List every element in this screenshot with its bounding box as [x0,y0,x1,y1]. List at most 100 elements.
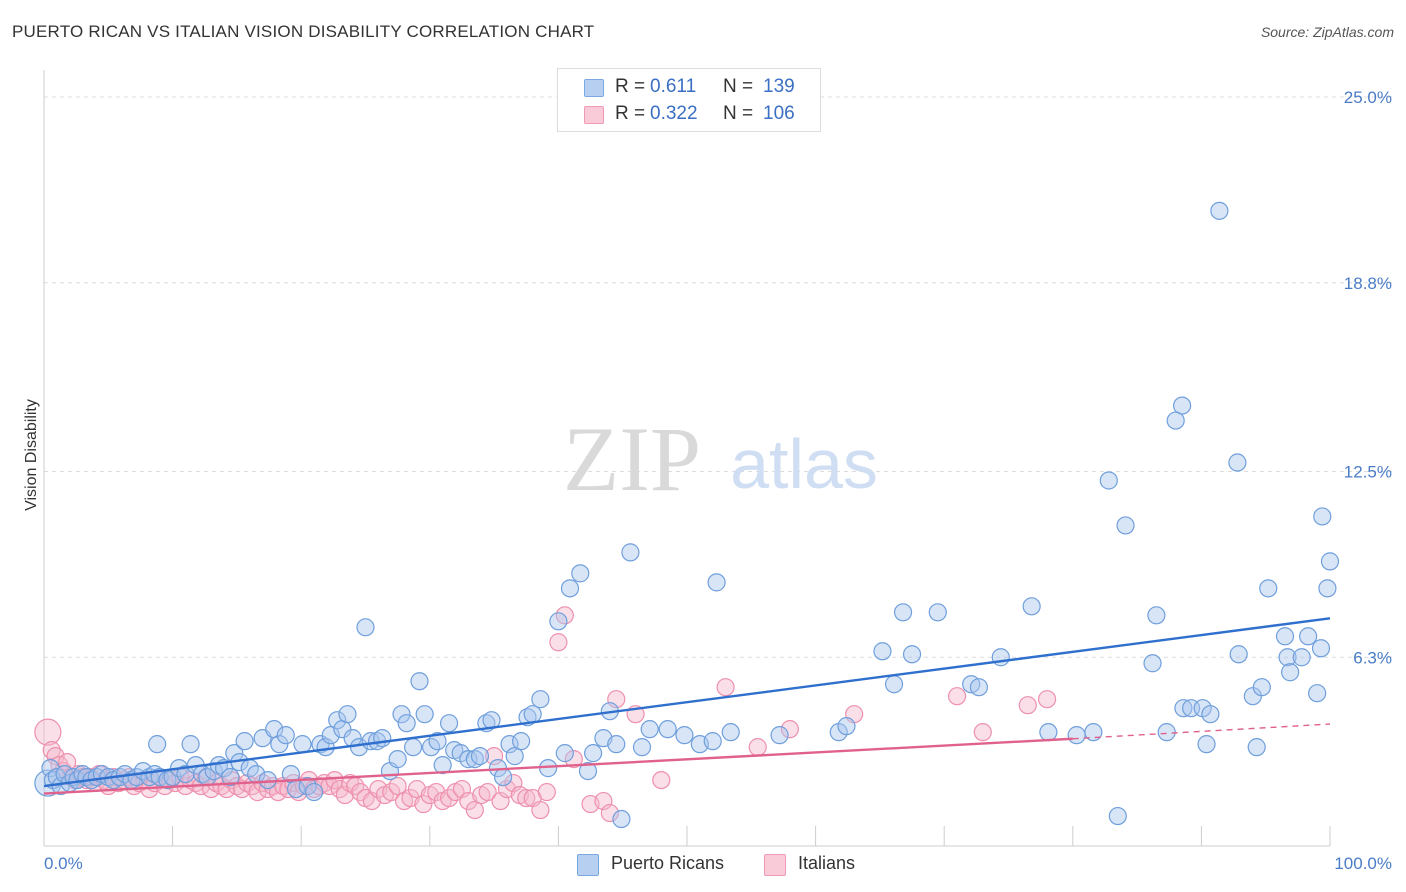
data-point [325,770,344,790]
data-point [1022,597,1041,616]
data-point [1228,453,1247,472]
data-point [1197,735,1216,754]
data-point [902,645,922,664]
data-point [235,732,254,751]
data-point [584,744,603,763]
data-point [555,744,574,763]
data-point [1259,579,1278,598]
data-point [1174,699,1193,718]
data-point [531,690,550,709]
data-point [652,770,671,790]
trend-line-italians [43,737,1073,795]
data-point [505,747,524,766]
data-point [1143,654,1162,673]
axes [43,70,1331,847]
legend-box: R = 0.611 N = 139 R = 0.322 N = 106 [557,68,821,132]
data-point [780,720,799,739]
data-point [276,726,295,745]
data-point [549,612,568,631]
data-point [531,800,550,820]
data-point [1173,396,1192,415]
data-point [403,738,423,757]
data-point [1278,648,1297,667]
y-tick-labels: 6.3% 12.5% 18.8% 25.0% [1344,88,1392,667]
puerto-ricans-points [34,201,1340,829]
bottom-legend-swatch-pink [764,854,786,876]
data-point [388,776,407,796]
data-point [335,785,355,805]
data-point [612,809,631,829]
data-point [340,773,360,793]
data-point [494,767,513,787]
data-point [204,761,223,781]
data-point [373,729,392,748]
legend-n-value-blue: 139 [763,76,795,97]
data-point [485,747,504,766]
data-point [1229,645,1248,664]
x-tick-labels: 0.0% 100.0% [44,854,1392,873]
bottom-legend-label-pink: Italians [798,853,856,873]
data-point [1147,606,1166,625]
y-axis-label: Vision Disability [23,399,40,511]
data-point [770,726,789,745]
data-point [640,720,659,739]
data-point [34,718,62,746]
data-point [549,633,568,652]
legend-r-value-blue: 0.611 [650,76,697,97]
data-point [1292,648,1311,667]
data-point [328,711,347,730]
data-point [1116,516,1135,535]
bottom-legend: Puerto Ricans Italians [0,852,1406,878]
data-point [465,750,484,769]
data-point [258,770,277,790]
data-point [46,747,65,766]
italians-points [34,606,1057,823]
data-point [289,782,308,802]
data-point [517,788,536,808]
data-point [969,678,989,697]
legend-n-label: N = [723,76,754,97]
data-point [578,761,598,781]
data-point [703,732,722,751]
y-tick-label: 18.8% [1344,274,1392,293]
data-point [392,705,411,724]
data-point [304,782,324,802]
data-point [1281,663,1300,682]
data-point [571,564,590,583]
data-point [1318,579,1337,598]
legend-swatch-pink [584,106,604,124]
data-point [1084,723,1103,742]
source-label: Source: ZipAtlas.com [1260,24,1394,40]
data-point [512,732,531,751]
legend-n-value-pink: 106 [763,103,795,124]
data-point [658,720,677,739]
data-point [1039,723,1058,742]
trend-line-puerto-ricans [43,617,1331,788]
data-point [1275,627,1295,646]
data-point [1067,726,1086,745]
data-point [537,782,556,802]
watermark-atlas: atlas [730,425,878,503]
data-point [748,738,767,757]
data-point [433,756,452,775]
data-point [1108,806,1127,826]
data-point [1252,678,1271,697]
data-point [232,779,252,799]
data-point [500,735,519,754]
data-point [973,723,992,742]
data-point [338,705,357,724]
data-point [721,723,740,742]
data-point [928,603,947,622]
y-tick-label: 6.3% [1353,648,1392,667]
data-point [221,767,240,787]
trend-lines [43,617,1331,795]
data-point [707,573,726,592]
data-point [884,675,904,694]
data-point [478,782,497,802]
y-tick-label: 25.0% [1344,88,1392,107]
data-point [415,705,434,724]
x-tick-label-min: 0.0% [44,854,83,873]
data-point [330,779,349,799]
data-point [837,717,856,736]
